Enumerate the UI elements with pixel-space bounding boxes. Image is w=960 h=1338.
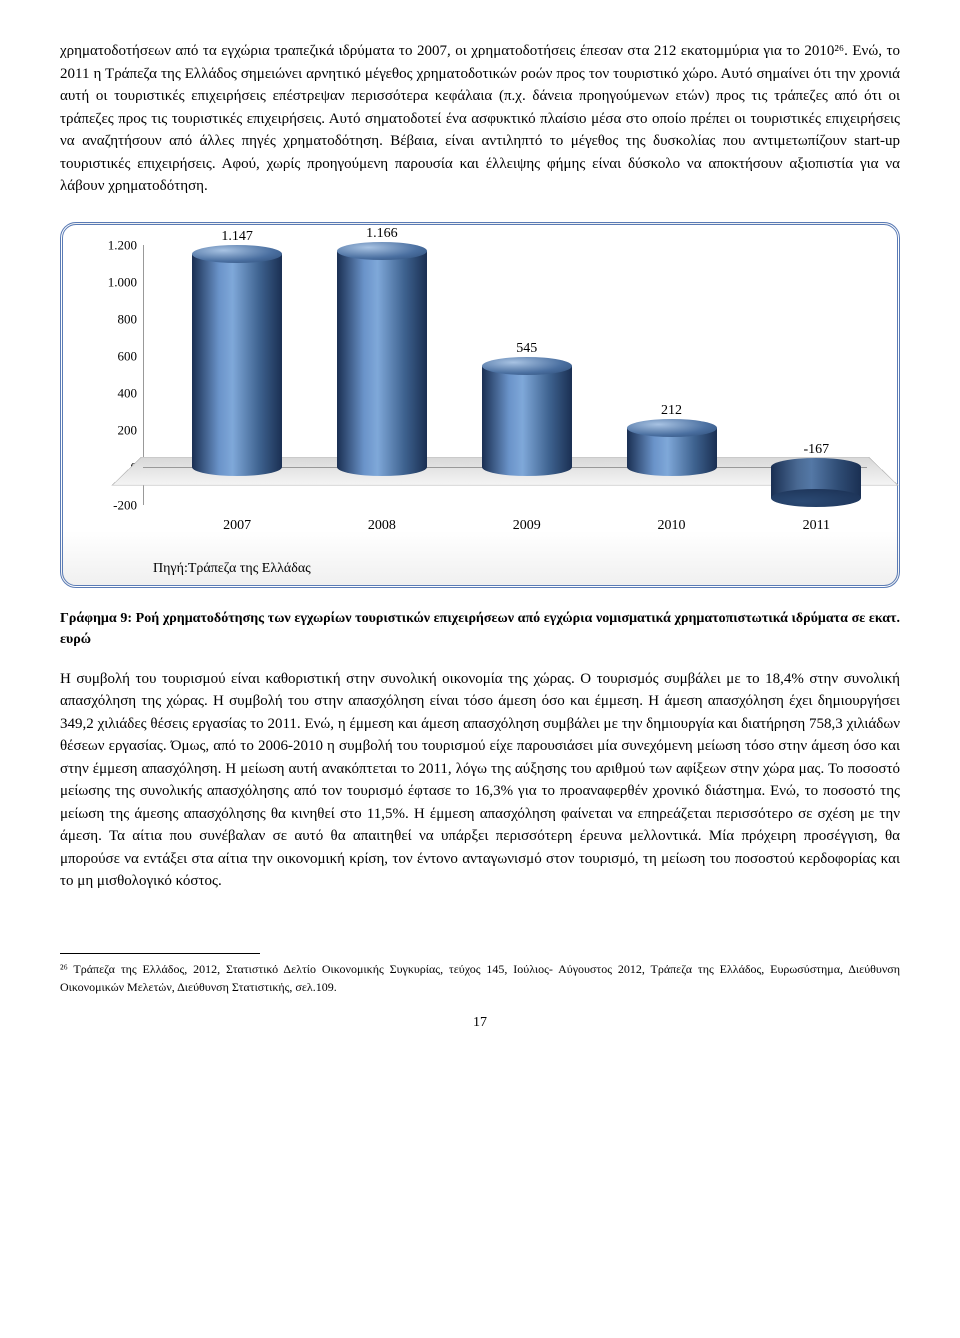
body-paragraph: Η συμβολή του τουρισμού είναι καθοριστικ… bbox=[60, 668, 900, 893]
y-tick: 1.000 bbox=[108, 272, 137, 292]
y-tick: -200 bbox=[113, 495, 137, 515]
bar-label: -167 bbox=[771, 439, 861, 460]
bar-label: 1.166 bbox=[337, 223, 427, 244]
x-label: 2011 bbox=[803, 515, 830, 536]
bar-2008: 1.166 bbox=[337, 251, 427, 468]
chart-source: Πηγή:Τράπεζα της Ελλάδας bbox=[153, 558, 311, 579]
bar-label: 545 bbox=[482, 338, 572, 359]
x-label: 2007 bbox=[223, 515, 251, 536]
y-tick: 800 bbox=[118, 309, 138, 329]
x-label: 2008 bbox=[368, 515, 396, 536]
bar-2010: 212 bbox=[627, 428, 717, 467]
x-label: 2009 bbox=[513, 515, 541, 536]
footnote-rule bbox=[60, 953, 260, 954]
y-tick: 200 bbox=[118, 420, 138, 440]
page-number: 17 bbox=[60, 1012, 900, 1033]
y-tick: 400 bbox=[118, 383, 138, 403]
bar-2007: 1.147 bbox=[192, 254, 282, 467]
footnote: ²⁶ Τράπεζα της Ελλάδος, 2012, Στατιστικό… bbox=[60, 960, 900, 996]
y-tick: 600 bbox=[118, 346, 138, 366]
intro-paragraph: χρηματοδοτήσεων από τα εγχώρια τραπεζικά… bbox=[60, 40, 900, 198]
bar-2009: 545 bbox=[482, 366, 572, 467]
bar-label: 212 bbox=[627, 400, 717, 421]
x-label: 2010 bbox=[658, 515, 686, 536]
bar-2011: -167 bbox=[771, 467, 861, 498]
chart-caption: Γράφημα 9: Ροή χρηματοδότησης των εγχωρί… bbox=[60, 608, 900, 650]
plot-area: 1.147 1.166 545 212 -167 bbox=[143, 245, 867, 505]
bar-label: 1.147 bbox=[192, 226, 282, 247]
funding-chart: 1.2001.0008006004002000-200 1.1471.16654… bbox=[60, 222, 900, 588]
y-tick: 1.200 bbox=[108, 235, 137, 255]
x-axis: 2007 2008 2009 2010 2011 bbox=[143, 515, 867, 535]
